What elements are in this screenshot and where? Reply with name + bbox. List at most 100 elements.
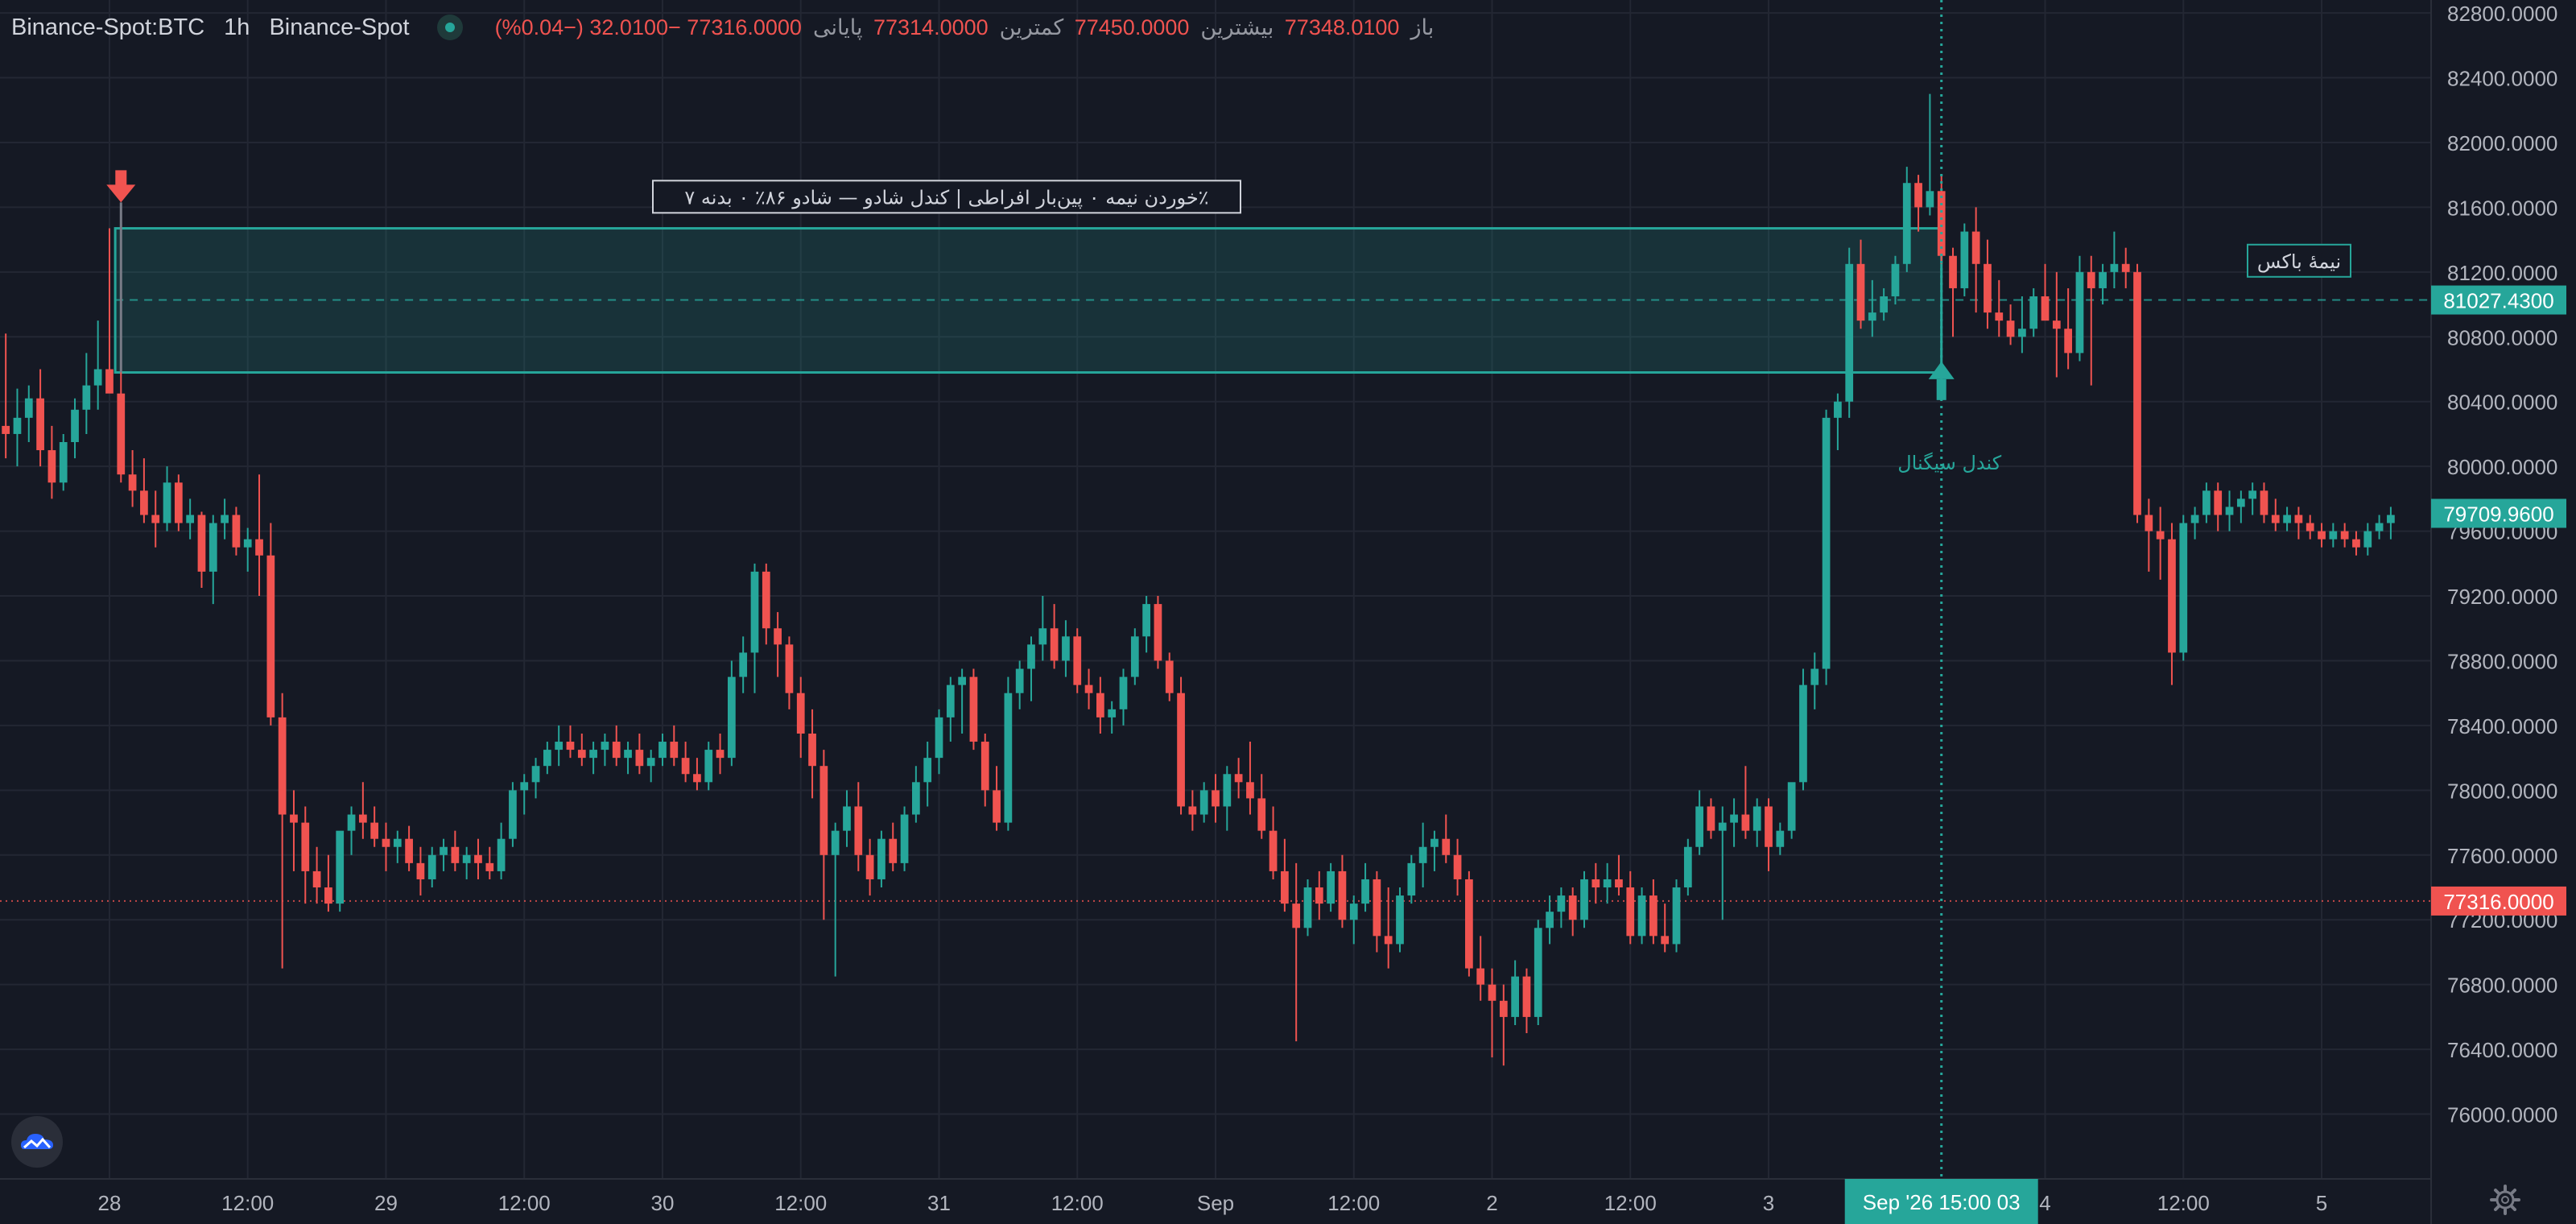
candle-body — [197, 515, 206, 572]
candle-body — [2260, 490, 2268, 515]
price-tick-label: 79200.0000 — [2447, 585, 2557, 609]
candle-body — [1281, 870, 1289, 904]
candle-body — [1234, 774, 1243, 783]
candle-body — [440, 846, 448, 855]
candle-body — [612, 742, 621, 759]
half-box-label-frame — [2247, 243, 2351, 278]
candle-body — [1868, 312, 1876, 321]
candle-body — [1257, 798, 1266, 831]
candles — [2, 93, 2395, 1066]
candle-body — [497, 838, 506, 871]
candle-body — [347, 814, 356, 831]
candle-body — [1902, 183, 1911, 264]
candle-body — [427, 854, 436, 879]
price-label-text: 77316.0000 — [2443, 890, 2553, 914]
time-tick-label: 12:00 — [774, 1191, 827, 1215]
grid — [0, 0, 2431, 1179]
price-tick-label: 78000.0000 — [2447, 779, 2557, 803]
candle-body — [646, 758, 655, 767]
exchange-name: Binance-Spot — [269, 14, 410, 40]
candle-body — [1546, 912, 1554, 928]
open-value: 77348.0100 — [1284, 14, 1400, 39]
chart-logo-icon[interactable] — [11, 1116, 63, 1168]
candle-body — [382, 838, 390, 847]
candle-body — [59, 442, 68, 483]
half-box-label-text: نیمهٔ باکس — [2257, 250, 2341, 273]
candle-body — [819, 766, 828, 855]
candle-body — [1949, 255, 1957, 288]
candle-body — [774, 628, 782, 645]
candle-body — [2041, 296, 2050, 321]
candle-body — [117, 393, 126, 475]
candle-body — [24, 398, 33, 418]
settings-gear-icon[interactable] — [2489, 1184, 2521, 1216]
price-axis: 82800.0000 82400.0000 82000.0000 81600.0000… — [2447, 2, 2557, 1127]
candle-body — [2387, 515, 2395, 523]
candle-body — [1442, 838, 1451, 855]
candle-body — [520, 782, 529, 791]
candle-body — [1787, 782, 1796, 831]
candle-body — [1073, 636, 1082, 685]
price-tick-label: 80000.0000 — [2447, 455, 2557, 479]
candle-body — [1327, 870, 1335, 904]
candle-body — [71, 409, 79, 442]
candle-body — [485, 862, 494, 871]
price-labels: 81027.4300 79709.9600 77316.0000 Sep '26 15… — [1844, 285, 2566, 1224]
candle-body — [1707, 806, 1715, 831]
candle-body — [2294, 515, 2303, 523]
price-label-badge — [2431, 285, 2566, 315]
candle-body — [2306, 523, 2314, 531]
high-label: بیشترین — [1200, 14, 1274, 39]
candle-body — [93, 369, 102, 386]
candle-body — [36, 398, 44, 451]
candle-body — [877, 838, 886, 879]
candle-body — [1004, 693, 1013, 823]
candle-body — [451, 846, 460, 863]
time-tick-label: 28 — [98, 1191, 122, 1215]
candle-body — [1522, 976, 1531, 1017]
candle-body — [854, 806, 863, 855]
box-label-text: ٪خوردن نیمه ۰ پین‌بار افراطی | کندل شادو… — [684, 186, 1208, 209]
candle-body — [555, 742, 564, 751]
candle-body — [2145, 515, 2153, 531]
change-value: −32.0100 (−0.04%) — [494, 14, 681, 39]
candle-body — [1269, 830, 1278, 871]
candle-body — [1465, 879, 1473, 969]
candle-body — [151, 515, 160, 523]
candle-body — [2248, 490, 2257, 499]
candle-body — [739, 652, 748, 677]
time-tick-label: 12:00 — [2157, 1191, 2210, 1215]
candle-body — [208, 523, 217, 572]
candle-body — [2271, 515, 2280, 523]
candle-body — [2018, 329, 2026, 337]
candle-body — [13, 417, 22, 434]
symbol-name[interactable]: Binance-Spot:BTC — [11, 14, 205, 40]
candle-body — [958, 676, 966, 685]
candle-body — [1834, 401, 1842, 418]
price-label-badge — [2431, 498, 2566, 528]
time-tick-label: 12:00 — [1051, 1191, 1104, 1215]
cloud-logo-icon — [21, 1134, 53, 1149]
candle-body — [2110, 263, 2119, 272]
sell-arrow-head-icon — [106, 184, 136, 203]
candle-body — [462, 854, 471, 863]
time-tick-label: 12:00 — [1327, 1191, 1380, 1215]
price-tick-label: 81600.0000 — [2447, 196, 2557, 220]
candle-body — [1695, 806, 1704, 847]
candle-body — [1672, 887, 1681, 945]
time-tick-label: 12:00 — [498, 1191, 551, 1215]
candle-body — [1212, 790, 1220, 807]
candle-body — [1130, 636, 1139, 677]
candle-body — [1799, 684, 1807, 783]
crosshair-time-label: Sep '26 15:00 03 — [1863, 1190, 2021, 1214]
candle-body — [1845, 263, 1854, 402]
candle-body — [1338, 870, 1347, 920]
timeframe[interactable]: 1h — [224, 14, 250, 40]
price-label-text: 81027.4300 — [2443, 289, 2553, 313]
low-label: کمترین — [999, 14, 1064, 39]
time-tick-label: 30 — [651, 1191, 675, 1215]
candle-body — [1361, 879, 1369, 904]
candle-body — [47, 450, 56, 483]
candle-body — [1199, 790, 1208, 815]
